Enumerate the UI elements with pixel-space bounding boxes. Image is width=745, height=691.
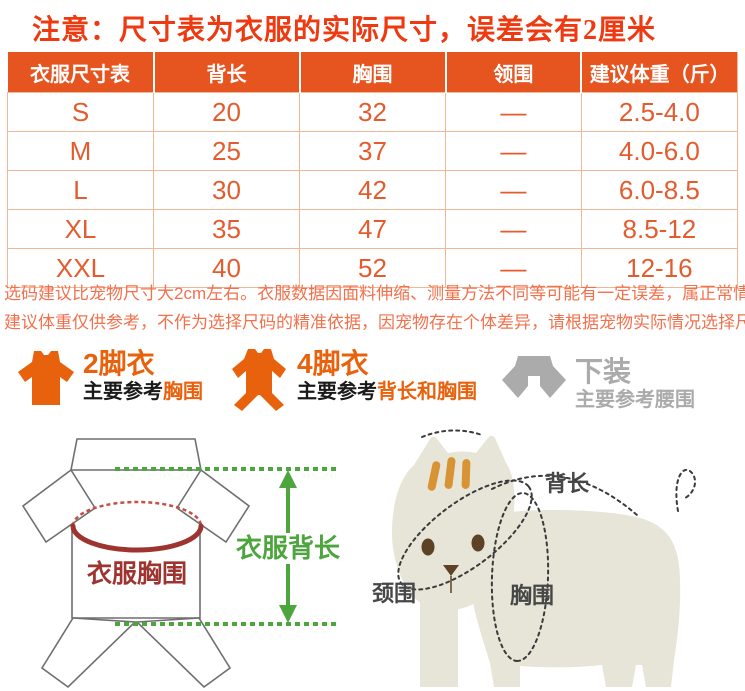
size-cell: L [7,170,154,210]
size-cell: — [445,92,582,132]
size-cell: — [445,131,582,171]
garment-chest-label: 衣服胸围 [87,559,187,588]
size-cell: 20 [153,92,300,132]
chest-girth-dashed-arc [71,500,203,527]
size-cell: — [445,170,582,210]
size-cell: — [445,209,582,249]
size-cell: 6.0-8.5 [580,170,739,210]
table-row: M 25 37 — 4.0-6.0 [7,131,739,171]
size-cell: S [7,92,154,132]
col-header-back-length: 背长 [153,52,301,93]
size-cell: 8.5-12 [580,209,739,249]
cat-face [421,534,485,593]
table-row: XXL 40 52 — 12-16 [7,248,739,288]
col-header-chest: 胸围 [299,52,447,93]
garment-back-label: 衣服背长 [236,533,341,563]
type-name: 4脚衣 [297,348,369,379]
size-cell: 25 [153,131,300,171]
two-leg-garment-icon [18,351,74,405]
cat-chest-label: 胸围 [510,583,554,608]
size-cell: — [445,248,582,288]
type-reference: 主要参考胸围 [83,381,203,403]
neck-girth-line [397,479,533,591]
col-header-size: 衣服尺寸表 [7,52,155,93]
type-name: 2脚衣 [83,348,155,379]
type-reference: 主要参考背长和胸围 [297,381,477,403]
size-cell: M [7,131,154,171]
size-cell: XL [7,209,154,249]
cat-head [392,435,515,611]
size-cell: XXL [7,248,154,288]
garment-type-bottoms: 下装 主要参考腰围 [502,356,695,412]
four-leg-garment-icon [232,349,286,411]
bottoms-icon [502,356,566,398]
type-reference: 主要参考腰围 [575,389,695,411]
cat-neck-label: 颈围 [372,581,416,606]
garment-type-four-leg: 4脚衣 主要参考背长和胸围 [230,348,477,414]
col-header-neck: 领围 [445,52,583,93]
type-name: 下装 [575,356,632,387]
size-cell: 4.0-6.0 [580,131,739,171]
head-top-dashed-arc [421,429,483,438]
col-header-weight: 建议体重（斤） [581,52,739,93]
note-line: 建议体重仅供参考，不作为选择尺码的精准依据，因宠物存在个体差异，请根据宠物实际情… [4,313,745,332]
size-cell: 42 [299,170,446,210]
size-cell: 30 [153,170,300,210]
garment-type-two-leg: 2脚衣 主要参考胸围 [18,348,203,408]
size-cell: 47 [299,209,446,249]
table-row: S 20 32 — 2.5-4.0 [7,92,739,132]
note-line: 选码建议比宠物尺寸大2cm左右。衣服数据因面料伸缩、测量方法不同等可能有一定误差… [4,284,745,303]
cat-back-label: 背长 [545,471,590,496]
table-row: XL 35 47 — 8.5-12 [7,209,739,249]
table-row: L 30 42 — 6.0-8.5 [7,170,739,210]
size-cell: 52 [299,248,446,288]
garment-measure-diagram: 衣服胸围 衣服背长 [21,438,341,689]
size-table: 衣服尺寸表 背长 胸围 领围 建议体重（斤） S 20 32 — 2.5-4.0… [7,52,739,288]
cat-body [467,510,681,687]
size-cell: 37 [299,131,446,171]
size-cell: 32 [299,92,446,132]
table-header-row: 衣服尺寸表 背长 胸围 领围 建议体重（斤） [7,52,739,93]
cat-measure-diagram: 背长 颈围 胸围 [372,429,696,687]
chest-girth-line [490,492,550,662]
page-title: 注意：尺寸表为衣服的实际尺寸，误差会有2厘米 [32,15,657,46]
tail-dashed-curve [675,468,696,512]
sizing-notes: 选码建议比宠物尺寸大2cm左右。衣服数据因面料伸缩、测量方法不同等可能有一定误差… [4,281,745,339]
cat-head-stripes [427,457,471,491]
size-cell: 35 [153,209,300,249]
size-cell: 12-16 [580,248,739,288]
chest-girth-solid-arc [70,523,204,553]
size-cell: 2.5-4.0 [580,92,739,132]
back-length-line [491,474,638,516]
